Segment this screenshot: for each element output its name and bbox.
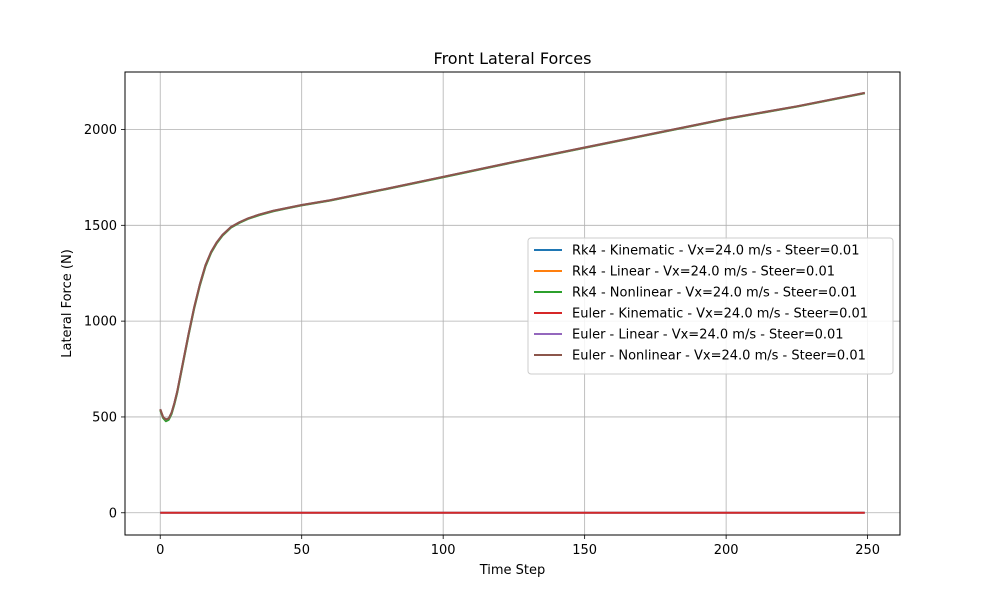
x-tick-label: 50 <box>293 543 310 558</box>
series-line-6 <box>159 91 865 421</box>
legend-entry-label: Rk4 - Kinematic - Vx=24.0 m/s - Steer=0.… <box>572 244 859 259</box>
y-tick-label: 0 <box>109 506 117 521</box>
legend-entry-label: Euler - Kinematic - Vx=24.0 m/s - Steer=… <box>572 307 868 322</box>
legend: Rk4 - Kinematic - Vx=24.0 m/s - Steer=0.… <box>527 237 894 375</box>
axis-ticks: 0 50 100 150 200 250 0 500 1000 1500 2000 <box>84 123 880 558</box>
x-tick-label: 250 <box>855 543 880 558</box>
y-tick-label: 1500 <box>84 219 117 234</box>
legend-entry-label: Euler - Nonlinear - Vx=24.0 m/s - Steer=… <box>572 349 866 364</box>
legend-entry-label: Rk4 - Linear - Vx=24.0 m/s - Steer=0.01 <box>572 265 835 280</box>
x-axis-label: Time Step <box>479 563 546 578</box>
x-tick-label: 100 <box>431 543 456 558</box>
legend-entry-label: Rk4 - Nonlinear - Vx=24.0 m/s - Steer=0.… <box>572 286 857 301</box>
series-lines <box>159 91 865 514</box>
x-tick-label: 0 <box>156 543 164 558</box>
y-axis-label: Lateral Force (N) <box>60 249 75 358</box>
chart-title: Front Lateral Forces <box>434 49 592 68</box>
y-tick-label: 1000 <box>84 315 117 330</box>
legend-entry-label: Euler - Linear - Vx=24.0 m/s - Steer=0.0… <box>572 328 844 343</box>
plot-frame <box>124 71 901 536</box>
x-tick-label: 200 <box>714 543 739 558</box>
legend-box <box>527 237 894 375</box>
y-tick-label: 2000 <box>84 123 117 138</box>
y-tick-label: 500 <box>92 410 117 425</box>
x-tick-label: 150 <box>572 543 597 558</box>
